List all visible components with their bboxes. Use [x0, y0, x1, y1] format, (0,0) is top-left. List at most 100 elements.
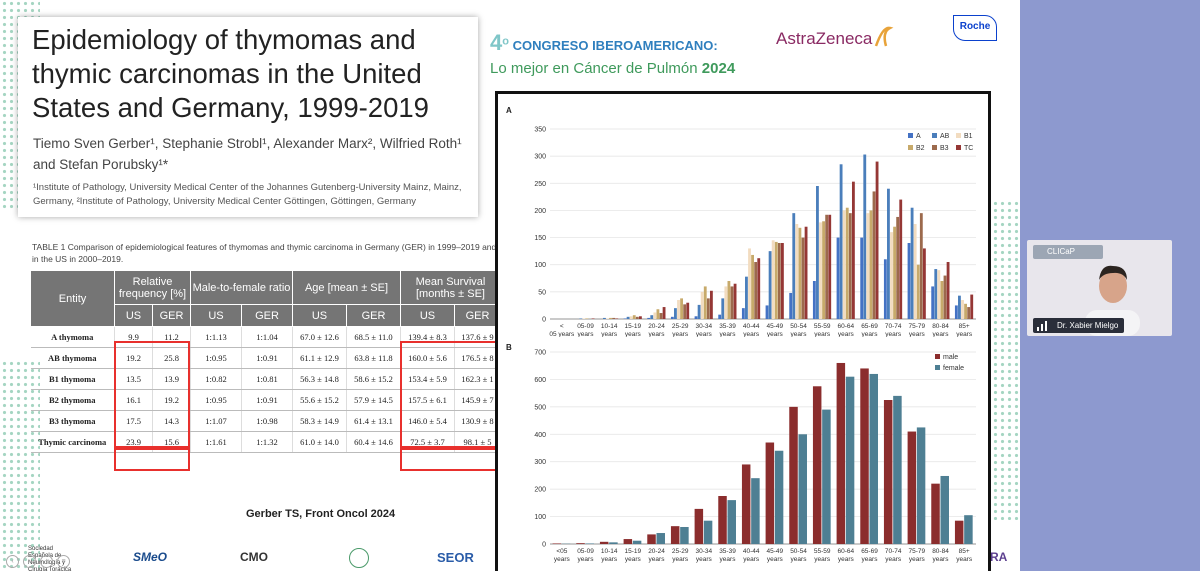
figure-panel: A 0 50 100 150 200 250 300 350 <05 years 05-09 year…	[495, 91, 991, 571]
bar-TC	[686, 302, 690, 319]
x-tick-label: years	[956, 331, 973, 337]
panel-label: A	[506, 106, 512, 115]
bar-B2	[916, 264, 920, 319]
x-tick-label: years	[696, 556, 713, 563]
bar-B1	[748, 248, 751, 319]
entity-cell: AB thymoma	[30, 347, 115, 369]
congress-logo: 4o CONGRESO IBEROAMERICANO: Lo mejor en …	[490, 30, 736, 77]
bar-AB	[792, 213, 796, 319]
value-cell: 13.5	[114, 368, 153, 390]
x-tick-label: 80-84	[932, 323, 949, 330]
bar-AB	[863, 154, 867, 319]
highlight-box	[114, 448, 190, 471]
bar-B1	[606, 318, 609, 319]
x-tick-label: years	[554, 556, 571, 563]
bar-male	[576, 543, 585, 544]
presentation-slide: Epidemiology of thymomas and thymic carc…	[0, 0, 1020, 571]
col-relative-frequency: Relative frequency [%]	[114, 270, 191, 305]
x-tick-label: years	[909, 331, 926, 337]
bar-A	[836, 237, 840, 319]
paper-authors: Tiemo Sven Gerber¹, Stephanie Strobl¹, A…	[33, 136, 462, 172]
audio-level-icon	[1037, 321, 1047, 331]
bar-B2	[822, 221, 825, 319]
value-cell: 58.3 ± 14.9	[292, 410, 347, 432]
x-tick-label: years	[862, 331, 879, 337]
bar-male	[931, 483, 940, 544]
bar-B1	[795, 224, 799, 319]
col-entity: Entity	[30, 270, 115, 327]
bar-TC	[946, 262, 950, 319]
x-tick-label: 30-34	[696, 548, 713, 555]
col-age: Age [mean ± SE]	[292, 270, 401, 305]
x-tick-label: 25-29	[672, 323, 689, 330]
x-tick-label: years	[672, 556, 689, 563]
bar-TC	[780, 243, 784, 319]
panel-label: B	[506, 343, 512, 352]
bar-B2	[632, 315, 636, 319]
bar-B3	[825, 214, 829, 319]
bar-B2	[774, 241, 778, 319]
prev-slide-button[interactable]: ‹	[6, 555, 19, 568]
bar-AB	[934, 269, 938, 319]
paper-header-card: Epidemiology of thymomas and thymic carc…	[18, 17, 478, 217]
bar-A	[789, 292, 793, 319]
x-tick-label: 55-59	[814, 548, 831, 555]
bar-male	[789, 406, 798, 544]
x-tick-label: 40-44	[743, 323, 760, 330]
value-cell: 157.5 ± 6.1	[400, 389, 455, 411]
bar-female	[703, 520, 713, 544]
value-cell: 1:0.91	[241, 347, 293, 369]
menu-button[interactable]: ≡	[57, 555, 70, 568]
cmo-logo: CMO	[240, 550, 268, 564]
value-cell: 146.0 ± 5.4	[400, 410, 455, 432]
x-tick-label: 10-14	[601, 548, 618, 555]
x-tick-label: 85+	[959, 323, 970, 330]
legend-label: B2	[916, 145, 925, 152]
x-tick-label: 20-24	[648, 548, 665, 555]
value-cell: 61.0 ± 14.0	[292, 431, 347, 453]
y-tick-label: 0	[542, 542, 546, 549]
roche-logo: Roche	[953, 15, 997, 41]
x-tick-label: 75-79	[909, 548, 926, 555]
x-tick-label: 10-14	[601, 323, 618, 330]
bar-A	[812, 281, 816, 319]
bar-B2	[893, 226, 896, 319]
bar-B3	[943, 275, 947, 319]
value-cell: 25.8	[152, 347, 191, 369]
bar-AB	[816, 186, 819, 319]
x-tick-label: years	[767, 331, 784, 337]
next-slide-button[interactable]: ›	[23, 555, 36, 568]
y-tick-label: 100	[534, 262, 546, 269]
x-tick-label: 15-19	[625, 548, 642, 555]
x-tick-label: 60-64	[838, 323, 855, 330]
bar-male	[552, 543, 562, 544]
value-cell: 1:0.95	[190, 389, 242, 411]
bar-B3	[706, 298, 710, 319]
x-tick-label: years	[862, 556, 879, 563]
bar-male	[860, 368, 869, 544]
bar-male	[647, 534, 656, 544]
slide-controls: ‹ › + ≡	[6, 555, 70, 568]
legend-label: AB	[940, 133, 950, 140]
bar-A	[765, 305, 769, 319]
value-cell: 61.1 ± 12.9	[292, 347, 347, 369]
bar-TC	[733, 283, 737, 319]
x-tick-label: years	[838, 331, 855, 337]
speaker-video-tile[interactable]: CLICaP Dr. Xabier Mielgo	[1027, 240, 1172, 336]
bar-male	[907, 431, 917, 544]
society-logo	[349, 548, 369, 568]
value-cell: 61.4 ± 13.1	[346, 410, 401, 432]
bar-male	[954, 520, 964, 544]
bar-male	[741, 464, 751, 544]
entity-cell: B1 thymoma	[30, 368, 115, 390]
bar-female	[680, 526, 689, 544]
legend-swatch	[932, 145, 937, 150]
x-tick-label: 75-79	[909, 323, 926, 330]
legend-swatch	[935, 354, 940, 359]
zoom-button[interactable]: +	[40, 555, 53, 568]
bar-B1	[724, 286, 728, 319]
bar-AB	[839, 164, 843, 319]
bar-B2	[703, 286, 707, 319]
x-tick-label: years	[696, 331, 713, 337]
